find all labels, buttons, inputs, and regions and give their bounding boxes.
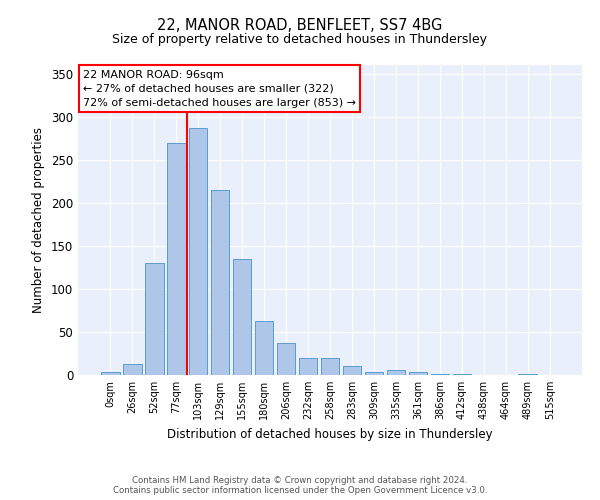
- Bar: [320, 358, 340, 375]
- Bar: [189, 128, 208, 375]
- Bar: [167, 142, 185, 375]
- Text: Size of property relative to detached houses in Thundersley: Size of property relative to detached ho…: [113, 32, 487, 46]
- Text: 22 MANOR ROAD: 96sqm
← 27% of detached houses are smaller (322)
72% of semi-deta: 22 MANOR ROAD: 96sqm ← 27% of detached h…: [83, 70, 356, 108]
- Bar: [431, 374, 449, 375]
- Bar: [452, 374, 471, 375]
- Bar: [123, 364, 142, 375]
- X-axis label: Distribution of detached houses by size in Thundersley: Distribution of detached houses by size …: [167, 428, 493, 440]
- Bar: [518, 374, 537, 375]
- Text: Contains HM Land Registry data © Crown copyright and database right 2024.: Contains HM Land Registry data © Crown c…: [132, 476, 468, 485]
- Text: Contains public sector information licensed under the Open Government Licence v3: Contains public sector information licen…: [113, 486, 487, 495]
- Bar: [233, 259, 251, 375]
- Y-axis label: Number of detached properties: Number of detached properties: [32, 127, 46, 313]
- Bar: [277, 343, 295, 375]
- Bar: [365, 372, 383, 375]
- Bar: [409, 372, 427, 375]
- Bar: [386, 370, 405, 375]
- Bar: [255, 321, 274, 375]
- Bar: [343, 366, 361, 375]
- Bar: [145, 263, 164, 375]
- Bar: [299, 358, 317, 375]
- Text: 22, MANOR ROAD, BENFLEET, SS7 4BG: 22, MANOR ROAD, BENFLEET, SS7 4BG: [157, 18, 443, 32]
- Bar: [211, 190, 229, 375]
- Bar: [101, 372, 119, 375]
